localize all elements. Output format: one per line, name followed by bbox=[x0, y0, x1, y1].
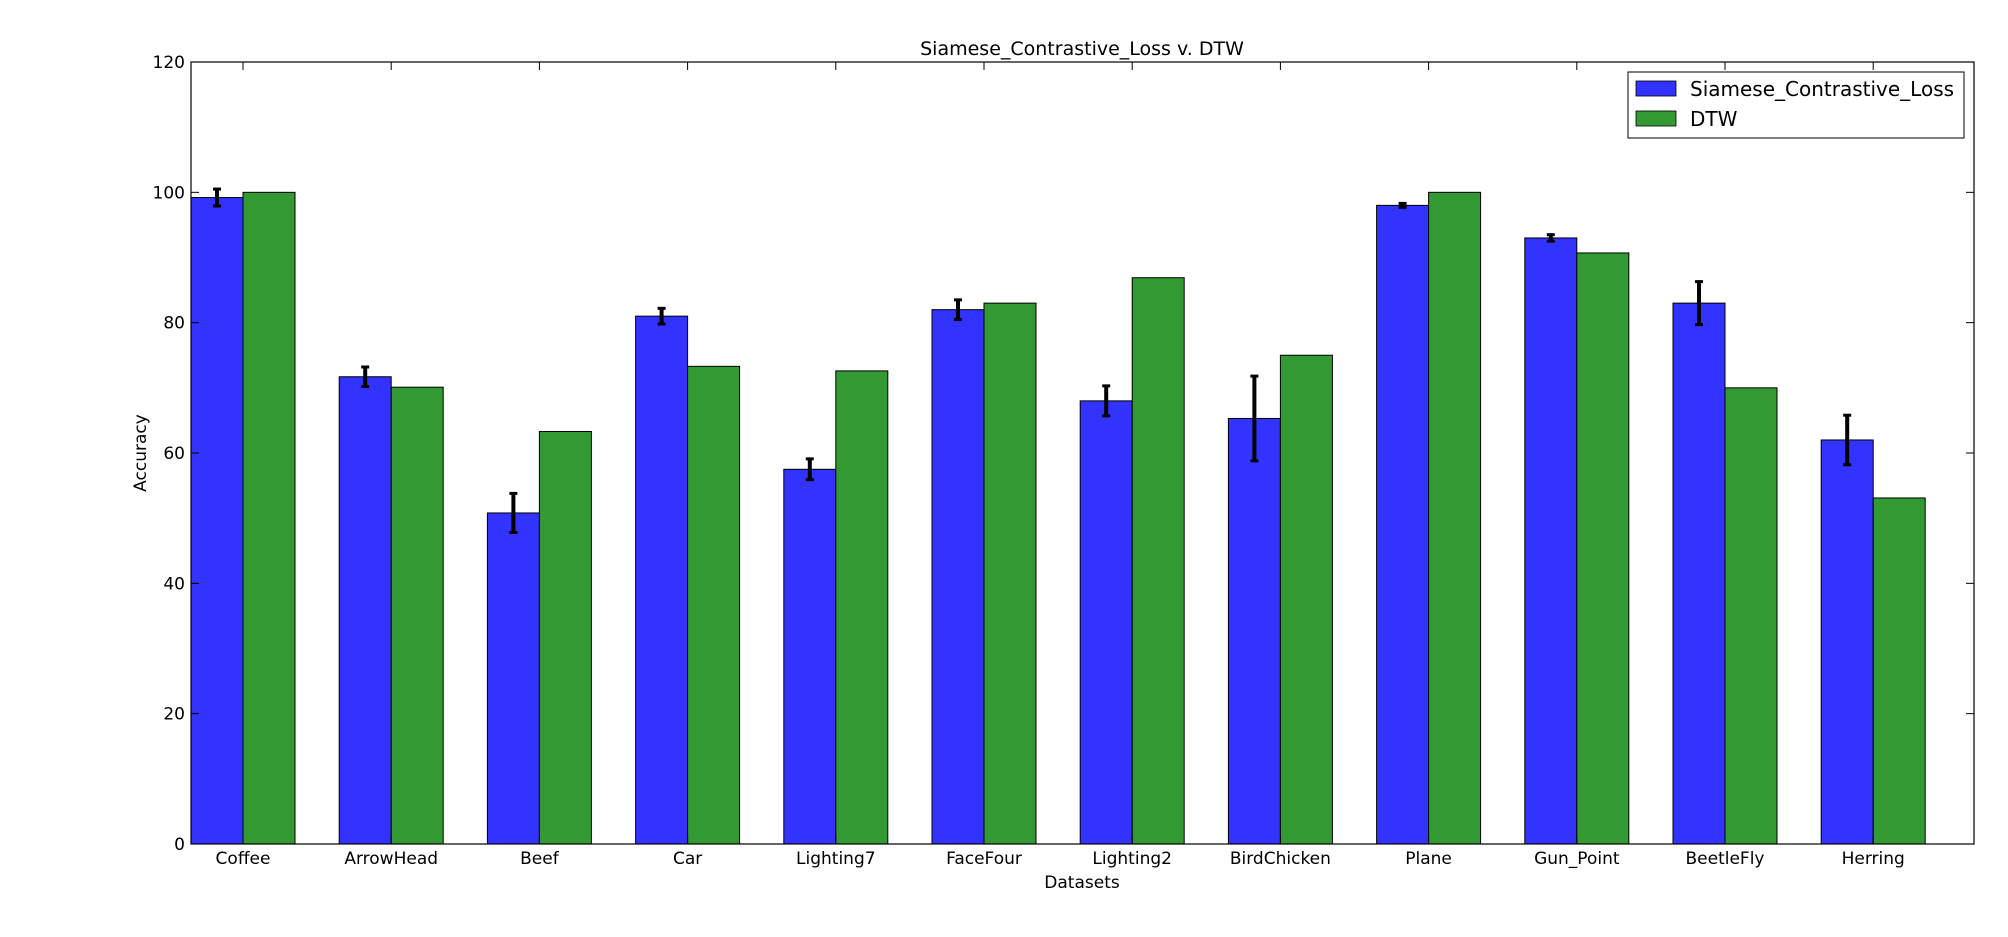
x-tick-label: Lighting2 bbox=[1092, 849, 1172, 869]
bar-dtw bbox=[1576, 252, 1630, 845]
bar-siamese bbox=[486, 512, 540, 845]
error-bar bbox=[1546, 233, 1555, 243]
bar-dtw bbox=[390, 386, 444, 845]
error-bar bbox=[509, 491, 518, 535]
error-bar bbox=[1695, 280, 1703, 327]
error-bar bbox=[954, 298, 962, 321]
chart-title: Siamese_Contrastive_Loss v. DTW bbox=[920, 38, 1244, 60]
error-bar bbox=[657, 306, 666, 326]
x-tick-label: Gun_Point bbox=[1534, 849, 1620, 869]
x-tick-label: Beef bbox=[520, 849, 560, 869]
legend-label-siamese: Siamese_Contrastive_Loss bbox=[1690, 77, 1954, 101]
bar-dtw bbox=[242, 191, 296, 845]
error-bar bbox=[1250, 374, 1259, 463]
x-tick-label: BirdChicken bbox=[1230, 849, 1331, 869]
x-tick-label: Lighting7 bbox=[796, 849, 876, 869]
error-bar bbox=[805, 457, 814, 482]
y-axis-label: Accuracy bbox=[131, 414, 151, 492]
y-tick-label: 40 bbox=[163, 574, 185, 594]
bar-dtw bbox=[538, 430, 592, 845]
bar-siamese bbox=[1524, 237, 1578, 845]
bar-dtw bbox=[983, 302, 1037, 845]
legend-swatch-siamese bbox=[1635, 80, 1677, 97]
bar-dtw bbox=[1279, 354, 1333, 845]
y-tick-label: 20 bbox=[163, 705, 185, 725]
bar-siamese bbox=[1672, 302, 1726, 845]
bar-dtw bbox=[1872, 497, 1926, 845]
error-bar bbox=[361, 365, 370, 389]
bar-siamese bbox=[1376, 204, 1430, 845]
error-bar bbox=[1102, 384, 1111, 418]
x-tick-label: ArrowHead bbox=[344, 849, 438, 869]
bar-siamese bbox=[1079, 400, 1133, 845]
x-tick-label: Plane bbox=[1405, 849, 1452, 869]
bar-dtw bbox=[1131, 277, 1185, 845]
legend: Siamese_Contrastive_Loss DTW bbox=[1627, 71, 1965, 139]
legend-swatch-dtw bbox=[1635, 110, 1677, 127]
bar-siamese bbox=[931, 309, 985, 845]
y-tick-label: 100 bbox=[153, 183, 185, 203]
error-bar bbox=[1398, 201, 1407, 209]
x-tick-label: Coffee bbox=[216, 849, 271, 869]
bar-dtw bbox=[835, 370, 889, 845]
x-axis-label: Datasets bbox=[1044, 873, 1120, 893]
bar-dtw bbox=[687, 365, 741, 845]
y-tick-label: 0 bbox=[174, 835, 185, 855]
y-tick-label: 60 bbox=[163, 444, 185, 464]
bar-siamese bbox=[338, 376, 392, 845]
bar-dtw bbox=[1428, 191, 1482, 845]
error-bar bbox=[1843, 413, 1852, 467]
bar-siamese bbox=[1820, 439, 1874, 845]
axis-ticks: Coffee ArrowHead Beef Car Lighting7 FaceFour L… bbox=[153, 53, 1974, 869]
legend-label-dtw: DTW bbox=[1690, 107, 1738, 131]
bar-siamese bbox=[1227, 417, 1281, 845]
y-tick-label: 120 bbox=[153, 53, 185, 73]
error-bar bbox=[213, 187, 221, 208]
bar-siamese bbox=[783, 468, 837, 845]
x-tick-label: Herring bbox=[1842, 849, 1905, 869]
x-tick-label: BeetleFly bbox=[1686, 849, 1765, 869]
y-tick-label: 80 bbox=[163, 314, 185, 334]
x-tick-label: FaceFour bbox=[946, 849, 1022, 869]
legend-box bbox=[1627, 71, 1965, 139]
plot-area bbox=[190, 187, 1926, 845]
x-tick-label: Car bbox=[673, 849, 702, 869]
bar-dtw bbox=[1724, 387, 1778, 845]
bar-siamese bbox=[190, 197, 244, 845]
bar-siamese bbox=[635, 315, 689, 845]
